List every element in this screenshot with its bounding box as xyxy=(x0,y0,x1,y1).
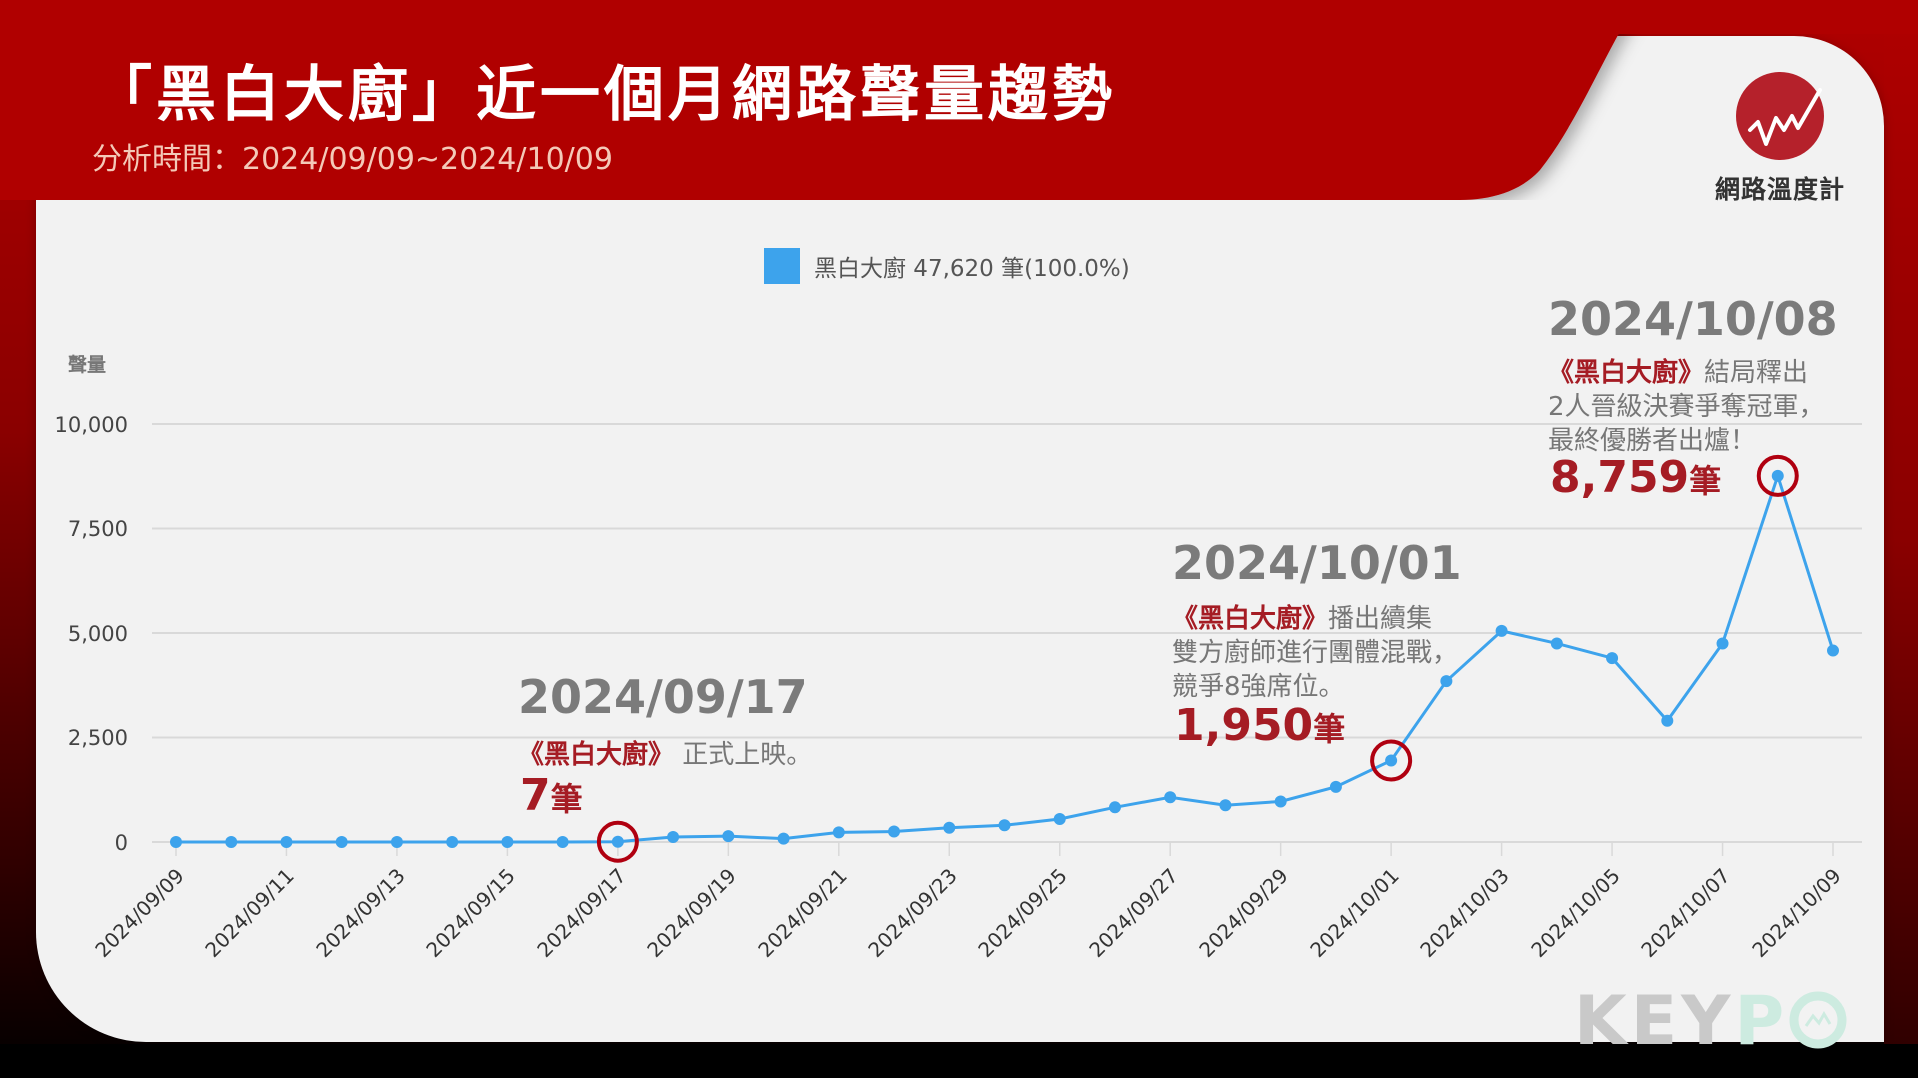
data-point[interactable] xyxy=(1716,637,1729,650)
annotation-line: 最終優勝者出爐！ xyxy=(1548,426,1757,456)
data-point[interactable] xyxy=(1827,644,1839,657)
data-point[interactable] xyxy=(170,836,182,848)
chart-legend[interactable]: 黑白大廚 47,620 筆(100.0%) xyxy=(764,248,1130,284)
annotation-text: 《黑白大廚》結局釋出 2人晉級決賽爭奪冠軍， 最終優勝者出爐！ xyxy=(1548,356,1825,458)
annotation-line: 正式上映。 xyxy=(682,740,813,770)
legend-label: 黑白大廚 47,620 筆(100.0%) xyxy=(814,256,1130,282)
data-point[interactable] xyxy=(1661,714,1674,727)
y-tick: 7,500 xyxy=(67,517,128,541)
data-point[interactable] xyxy=(777,832,790,845)
data-point[interactable] xyxy=(1053,813,1066,826)
data-point[interactable] xyxy=(1440,675,1453,688)
annotation-count-value: 1,950 xyxy=(1174,700,1314,751)
data-point[interactable] xyxy=(611,835,624,848)
annotation-line: 2人晉級決賽爭奪冠軍， xyxy=(1548,392,1825,422)
annotation-date: 2024/10/08 xyxy=(1548,292,1838,346)
data-point[interactable] xyxy=(888,825,901,838)
data-point[interactable] xyxy=(335,836,348,848)
annotation-title: 《黑白大廚》 xyxy=(1548,358,1705,388)
data-point[interactable] xyxy=(832,826,845,839)
annotation-line: 雙方廚師進行團體混戰， xyxy=(1172,638,1459,668)
watermark-text: KEY xyxy=(1574,982,1735,1061)
page-title: 「黑白大廚」近一個月網路聲量趨勢 xyxy=(92,60,1116,130)
keypo-o-icon xyxy=(1788,988,1848,1067)
series-line xyxy=(176,470,1835,844)
keypo-watermark: KEYP xyxy=(1574,982,1848,1067)
data-point[interactable] xyxy=(225,836,238,848)
data-point[interactable] xyxy=(1771,469,1784,482)
annotation-line: 結局釋出 xyxy=(1704,358,1809,388)
data-point[interactable] xyxy=(1329,780,1342,793)
annotation-title: 《黑白大廚》 xyxy=(518,740,675,770)
data-point[interactable] xyxy=(1550,637,1563,650)
y-tick: 0 xyxy=(114,831,128,855)
trend-line-icon xyxy=(1736,72,1824,160)
highlight-circle xyxy=(1756,454,1799,497)
data-point[interactable] xyxy=(280,836,293,848)
highlight-circles xyxy=(596,454,1799,863)
annotation-text: 《黑白大廚》播出續集 雙方廚師進行團體混戰， 競爭8強席位。 xyxy=(1172,602,1458,704)
data-points xyxy=(170,469,1839,848)
analysis-period: 分析時間：2024/09/09~2024/10/09 xyxy=(92,142,613,177)
data-point[interactable] xyxy=(1606,652,1619,665)
x-axis-ticks xyxy=(175,842,1834,856)
y-tick: 2,500 xyxy=(67,726,128,750)
data-point[interactable] xyxy=(722,830,735,843)
background-edge xyxy=(1884,0,1918,1078)
data-point[interactable] xyxy=(667,830,680,843)
annotation-count: 1,950筆 xyxy=(1174,700,1345,751)
highlight-circle xyxy=(1370,739,1413,782)
watermark-text: P xyxy=(1734,982,1789,1061)
y-tick: 10,000 xyxy=(54,413,128,437)
data-point[interactable] xyxy=(998,819,1011,832)
annotation-count-unit: 筆 xyxy=(1313,710,1346,748)
annotation-count: 7筆 xyxy=(520,770,583,821)
data-point[interactable] xyxy=(1219,799,1232,812)
y-tick: 5,000 xyxy=(67,622,128,646)
legend-swatch xyxy=(764,248,800,284)
annotation-count-value: 7 xyxy=(520,770,551,821)
data-point[interactable] xyxy=(1108,801,1121,814)
annotation-line: 播出續集 xyxy=(1328,604,1433,634)
annotation-count-unit: 筆 xyxy=(1689,462,1722,500)
annotation-title: 《黑白大廚》 xyxy=(1172,604,1329,634)
data-point[interactable] xyxy=(1164,791,1177,804)
brand-logo: 網路溫度計 xyxy=(1700,72,1860,206)
data-point[interactable] xyxy=(390,836,403,848)
annotation-text: 《黑白大廚》 正式上映。 xyxy=(518,738,812,772)
annotation-count-unit: 筆 xyxy=(550,780,583,818)
annotation-line: 競爭8強席位。 xyxy=(1172,672,1345,702)
annotation-date: 2024/09/17 xyxy=(518,670,808,724)
chart-panel xyxy=(36,36,1884,1042)
annotation-date: 2024/10/01 xyxy=(1172,536,1462,590)
annotation-count-value: 8,759 xyxy=(1550,452,1690,503)
y-axis-label: 聲量 xyxy=(68,354,107,376)
data-point[interactable] xyxy=(446,836,459,848)
data-point[interactable] xyxy=(1495,624,1508,637)
brand-name: 網路溫度計 xyxy=(1714,175,1845,204)
data-point[interactable] xyxy=(943,821,956,834)
data-point[interactable] xyxy=(1385,754,1398,767)
data-point[interactable] xyxy=(501,836,514,848)
annotation-count: 8,759筆 xyxy=(1550,452,1721,503)
bottom-bar xyxy=(0,1044,1918,1078)
data-point[interactable] xyxy=(556,836,569,848)
data-point[interactable] xyxy=(1274,795,1287,808)
highlight-circle xyxy=(596,820,639,863)
